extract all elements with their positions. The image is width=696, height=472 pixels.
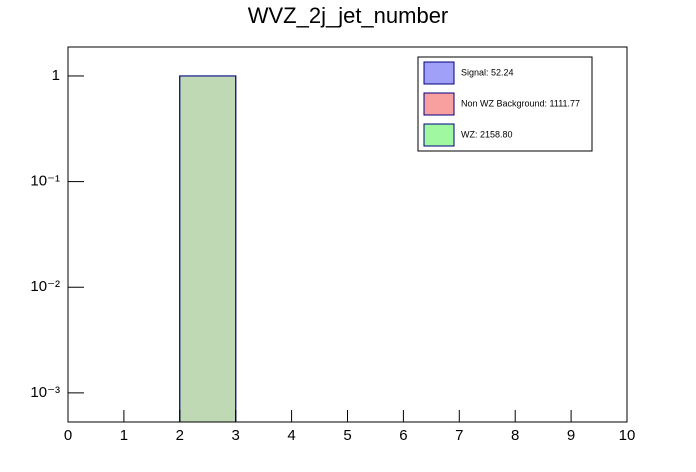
legend-swatch xyxy=(423,92,455,116)
chart-title: WVZ_2j_jet_number xyxy=(248,3,449,28)
legend-swatch xyxy=(423,123,455,147)
x-tick-label: 5 xyxy=(343,427,351,444)
legend-label: WZ: 2158.80 xyxy=(461,129,513,139)
y-tick-label: 10⁻¹ xyxy=(30,173,60,190)
legend-label: Signal: 52.24 xyxy=(461,67,514,77)
histogram-bar xyxy=(179,75,237,423)
legend-swatch xyxy=(423,61,455,85)
x-tick-label: 8 xyxy=(511,427,519,444)
y-tick-label: 1 xyxy=(52,67,60,84)
x-tick-label: 4 xyxy=(287,427,295,444)
x-tick-label: 6 xyxy=(399,427,407,444)
x-tick-label: 7 xyxy=(455,427,463,444)
y-tick-label: 10⁻² xyxy=(30,278,60,295)
x-tick-label: 9 xyxy=(567,427,575,444)
x-tick-label: 10 xyxy=(619,427,636,444)
legend-label: Non WZ Background: 1111.77 xyxy=(461,98,580,108)
x-tick-label: 0 xyxy=(64,427,72,444)
y-tick-label: 10⁻³ xyxy=(30,384,60,401)
x-tick-label: 2 xyxy=(176,427,184,444)
x-tick-label: 1 xyxy=(120,427,128,444)
x-tick-label: 3 xyxy=(232,427,240,444)
